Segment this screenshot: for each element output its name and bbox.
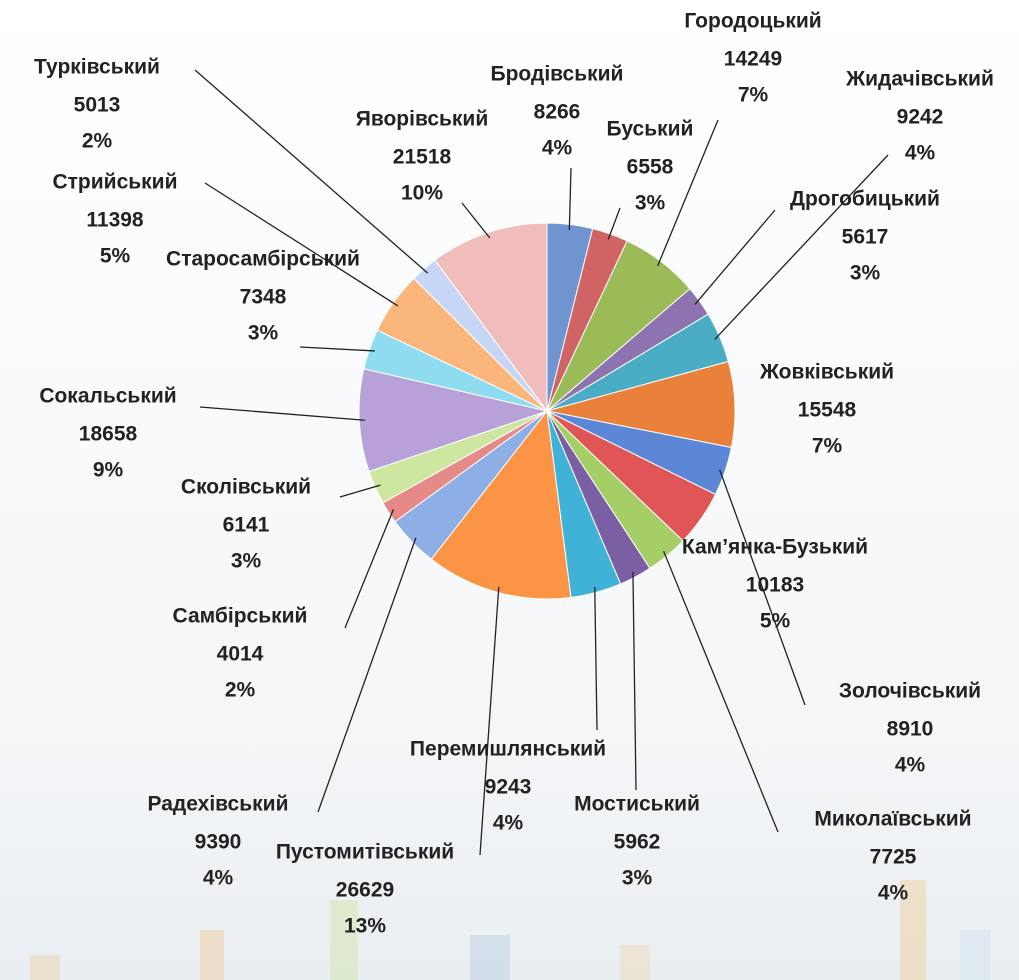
- slice-label-percent: 2%: [225, 679, 256, 702]
- slice-label-value: 26629: [336, 879, 394, 902]
- leader-line: [339, 484, 381, 498]
- leader-line: [344, 509, 395, 629]
- slice-label-name: Стрийський: [52, 171, 177, 194]
- slice-label-name: Жовківський: [759, 361, 894, 384]
- slice-label-value: 8266: [534, 101, 581, 124]
- slice-label-name: Миколаївський: [814, 808, 971, 831]
- slice-label-percent: 10%: [401, 182, 443, 205]
- slice-label-value: 8910: [887, 718, 934, 741]
- slice-label-value: 14249: [724, 48, 782, 71]
- slice-label-percent: 5%: [100, 245, 131, 268]
- slice-label-percent: 3%: [622, 867, 653, 890]
- leader-line: [657, 119, 719, 267]
- slice-label-value: 11398: [86, 209, 144, 232]
- slice-label-name: Пустомитівський: [276, 841, 454, 864]
- leader-line: [204, 182, 399, 307]
- leader-line: [194, 69, 429, 274]
- slice-label-percent: 7%: [738, 84, 769, 107]
- slice-label-value: 7725: [870, 846, 917, 869]
- leader-line: [479, 586, 500, 856]
- slice-label-value: 5962: [614, 831, 661, 854]
- slice-label-percent: 4%: [493, 812, 524, 835]
- pie-slice: [434, 222, 548, 413]
- slice-label-percent: 3%: [231, 550, 262, 573]
- slice-label-percent: 4%: [905, 142, 936, 165]
- slice-label-percent: 4%: [542, 137, 573, 160]
- slice-label-name: Мостиський: [574, 793, 700, 816]
- slice-label-value: 5013: [74, 94, 121, 117]
- leader-line: [663, 550, 779, 833]
- leader-line: [714, 154, 889, 340]
- slice-label-percent: 4%: [895, 754, 926, 777]
- slice-label-percent: 4%: [878, 882, 909, 905]
- slice-label-percent: 4%: [203, 867, 234, 890]
- leader-line: [632, 571, 637, 791]
- slice-label-percent: 3%: [635, 192, 666, 215]
- leader-line: [568, 167, 572, 231]
- slice-label-value: 10183: [746, 574, 804, 597]
- slice-label-value: 6141: [223, 514, 270, 537]
- slice-label-name: Яворівський: [356, 108, 489, 131]
- slice-label-name: Бродівський: [491, 63, 624, 86]
- slice-label-percent: 3%: [850, 262, 881, 285]
- slice-label-name: Городоцький: [684, 10, 821, 33]
- slice-label-percent: 9%: [93, 459, 124, 482]
- slice-label-name: Радехівський: [148, 793, 289, 816]
- slice-label-name: Турківський: [34, 56, 160, 79]
- slice-label-percent: 7%: [812, 435, 843, 458]
- pie-slice: [430, 409, 572, 600]
- pie: [358, 222, 736, 600]
- slice-label-name: Сокальський: [39, 385, 176, 408]
- slice-label-percent: 13%: [344, 915, 386, 938]
- slice-label-percent: 5%: [760, 610, 791, 633]
- leader-line: [719, 469, 806, 706]
- slice-label-percent: 3%: [248, 322, 279, 345]
- slice-label-name: Дрогобицький: [790, 188, 940, 211]
- slice-label-name: Кам’янка-Бузький: [682, 536, 868, 559]
- slice-label-value: 9242: [897, 106, 944, 129]
- leader-line: [317, 537, 417, 813]
- slice-label-name: Старосамбірський: [166, 248, 360, 271]
- leader-line: [199, 406, 365, 421]
- slice-label-value: 15548: [798, 399, 857, 422]
- slice-label-value: 7348: [240, 286, 287, 309]
- slice-label-name: Буський: [607, 118, 694, 141]
- slice-label-value: 4014: [217, 643, 264, 666]
- slice-label-value: 5617: [842, 226, 889, 249]
- slice-label-value: 9390: [195, 831, 242, 854]
- slice-label-name: Жидачівський: [845, 68, 994, 91]
- leader-line: [694, 209, 776, 305]
- skyline: [30, 880, 990, 980]
- slice-label-value: 21518: [393, 146, 452, 169]
- slice-label-name: Золочівський: [839, 680, 981, 703]
- slice-label-value: 9243: [485, 776, 532, 799]
- pie-slice: [358, 368, 549, 473]
- leader-line: [607, 207, 621, 240]
- slice-label-percent: 2%: [82, 130, 113, 153]
- slice-label-name: Самбірський: [173, 605, 308, 628]
- leader-line: [461, 202, 491, 239]
- slice-label-value: 6558: [627, 156, 674, 179]
- leader-line: [299, 346, 375, 352]
- slice-label-value: 18658: [79, 423, 138, 446]
- leader-line: [594, 586, 598, 731]
- slice-label-name: Сколівський: [181, 476, 311, 499]
- slice-label-name: Перемишлянський: [410, 738, 606, 761]
